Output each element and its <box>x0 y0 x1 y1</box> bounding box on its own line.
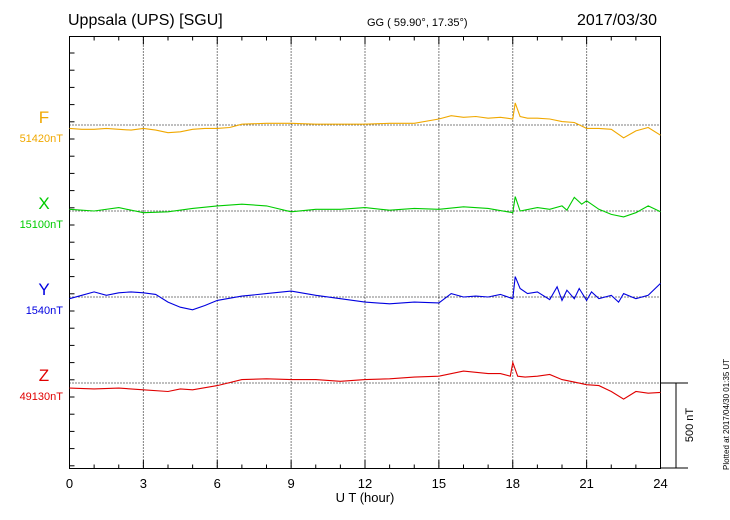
x-axis-label: U T (hour) <box>336 490 395 505</box>
series-name-z: Z <box>39 366 49 385</box>
scale-bar: 500 nT <box>660 382 696 469</box>
x-tick-label: 21 <box>579 476 593 491</box>
series-name-y: Y <box>38 280 49 299</box>
plotted-timestamp: Plotted at 2017/04/30 01:35 UT <box>722 358 730 470</box>
x-tick-label: 0 <box>66 476 73 491</box>
x-tick-label: 6 <box>214 476 221 491</box>
x-tick-label: 3 <box>140 476 147 491</box>
series-name-f: F <box>39 108 49 127</box>
station-title: Uppsala (UPS) [SGU] <box>68 12 223 29</box>
series-group <box>69 102 661 400</box>
x-tick-label: 9 <box>288 476 295 491</box>
scale-bar-label: 500 nT <box>684 408 696 443</box>
series-labels: F 51420nT X 15100nT Y 1540nT Z 49130nT <box>20 108 64 403</box>
series-line-z <box>69 360 661 400</box>
plot-date: 2017/03/30 <box>577 12 658 29</box>
x-tick-label: 24 <box>653 476 667 491</box>
grid-lines <box>69 36 661 469</box>
geographic-coordinates: GG ( 59.90°, 17.35°) <box>367 17 468 29</box>
baseline-value-x: 15100nT <box>20 219 64 231</box>
baseline-value-f: 51420nT <box>20 133 64 145</box>
x-tick-label: 15 <box>432 476 446 491</box>
x-tick-label: 18 <box>506 476 520 491</box>
series-line-x <box>69 196 661 218</box>
x-tick-labels: 0 3 6 9 12 15 18 21 24 <box>66 476 668 491</box>
x-tick-label: 12 <box>358 476 372 491</box>
series-name-x: X <box>38 194 49 213</box>
series-line-f <box>69 102 661 139</box>
baseline-value-z: 49130nT <box>20 391 64 403</box>
series-line-y <box>69 276 661 311</box>
baseline-value-y: 1540nT <box>26 305 64 317</box>
axis-ticks <box>69 36 661 469</box>
